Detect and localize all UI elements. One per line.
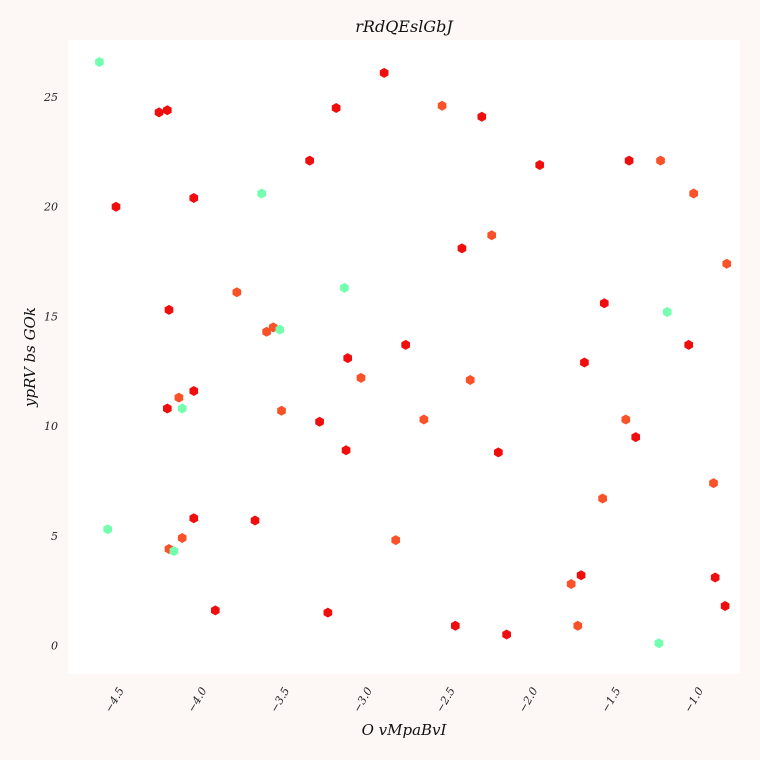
data-point <box>323 607 333 618</box>
data-point <box>450 620 460 631</box>
y-tick-labels: 0 5 10 15 20 25 <box>43 91 58 652</box>
data-point <box>356 372 366 383</box>
data-point <box>535 160 545 171</box>
data-point <box>189 386 199 396</box>
x-tick-label: −3.5 <box>268 685 293 715</box>
data-point <box>169 546 179 557</box>
data-point <box>268 322 278 333</box>
data-point <box>580 357 589 368</box>
data-points <box>95 56 732 649</box>
data-point <box>502 629 511 640</box>
x-tick-label: −2.5 <box>433 685 458 715</box>
data-point <box>631 432 641 443</box>
plot-area <box>68 40 740 674</box>
data-point <box>189 192 199 203</box>
data-point <box>340 282 349 293</box>
data-point <box>624 155 634 166</box>
data-point <box>262 326 271 337</box>
x-tick-label: −4.5 <box>102 685 127 715</box>
data-point <box>177 532 187 543</box>
data-point <box>457 243 467 254</box>
data-point <box>343 353 353 364</box>
data-point <box>576 570 586 581</box>
y-tick-label: 15 <box>44 310 58 323</box>
data-point <box>391 535 401 546</box>
x-tick-label: −1.5 <box>599 685 624 715</box>
data-point <box>210 605 220 616</box>
data-point <box>103 524 113 535</box>
data-point <box>275 324 285 335</box>
data-point <box>720 600 730 611</box>
data-point <box>154 107 164 118</box>
x-axis-label: O vMpaBvI <box>362 721 448 739</box>
x-tick-label: −1.0 <box>682 685 707 715</box>
data-point <box>621 414 631 425</box>
data-point <box>111 201 121 212</box>
data-point <box>599 298 609 309</box>
y-tick-label: 5 <box>51 530 58 543</box>
data-point <box>331 103 341 114</box>
x-tick-label: −4.0 <box>185 685 210 715</box>
y-tick-label: 20 <box>43 201 58 214</box>
data-point <box>315 416 324 427</box>
y-axis-label: ypRV bs GOk <box>21 307 39 408</box>
data-point <box>177 403 187 414</box>
data-point <box>341 445 351 456</box>
data-point <box>662 307 672 318</box>
data-point <box>566 579 576 590</box>
data-point <box>477 111 487 122</box>
data-point <box>189 513 199 524</box>
data-point <box>709 478 718 489</box>
data-point <box>654 638 664 649</box>
data-point <box>95 56 104 67</box>
data-point <box>174 392 184 403</box>
y-tick-label: 0 <box>51 639 58 652</box>
chart-title: rRdQEslGbJ <box>355 17 454 36</box>
x-tick-labels: −4.5 −4.0 −3.5 −3.0 −2.5 −2.0 −1.5 −1.0 <box>102 685 706 715</box>
data-point <box>689 188 698 199</box>
x-tick-label: −3.0 <box>351 685 376 715</box>
data-point <box>487 230 497 241</box>
data-point <box>598 493 607 504</box>
data-point <box>257 188 266 199</box>
data-point <box>250 515 260 526</box>
x-tick-label: −2.0 <box>516 685 541 715</box>
data-point <box>437 100 447 111</box>
data-point <box>379 67 389 78</box>
data-point <box>722 258 732 269</box>
data-point <box>164 304 174 315</box>
data-point <box>162 403 172 414</box>
y-tick-label: 10 <box>44 420 58 433</box>
data-point <box>494 447 503 458</box>
data-point <box>401 339 410 350</box>
y-tick-label: 25 <box>43 91 58 104</box>
data-point <box>277 405 286 416</box>
data-point <box>232 287 242 298</box>
data-point <box>305 155 314 166</box>
data-point <box>684 339 694 350</box>
data-point <box>573 620 583 631</box>
data-point <box>419 414 429 425</box>
data-point <box>162 105 172 116</box>
data-point <box>465 375 475 386</box>
data-point <box>656 155 665 166</box>
data-point <box>710 572 720 583</box>
